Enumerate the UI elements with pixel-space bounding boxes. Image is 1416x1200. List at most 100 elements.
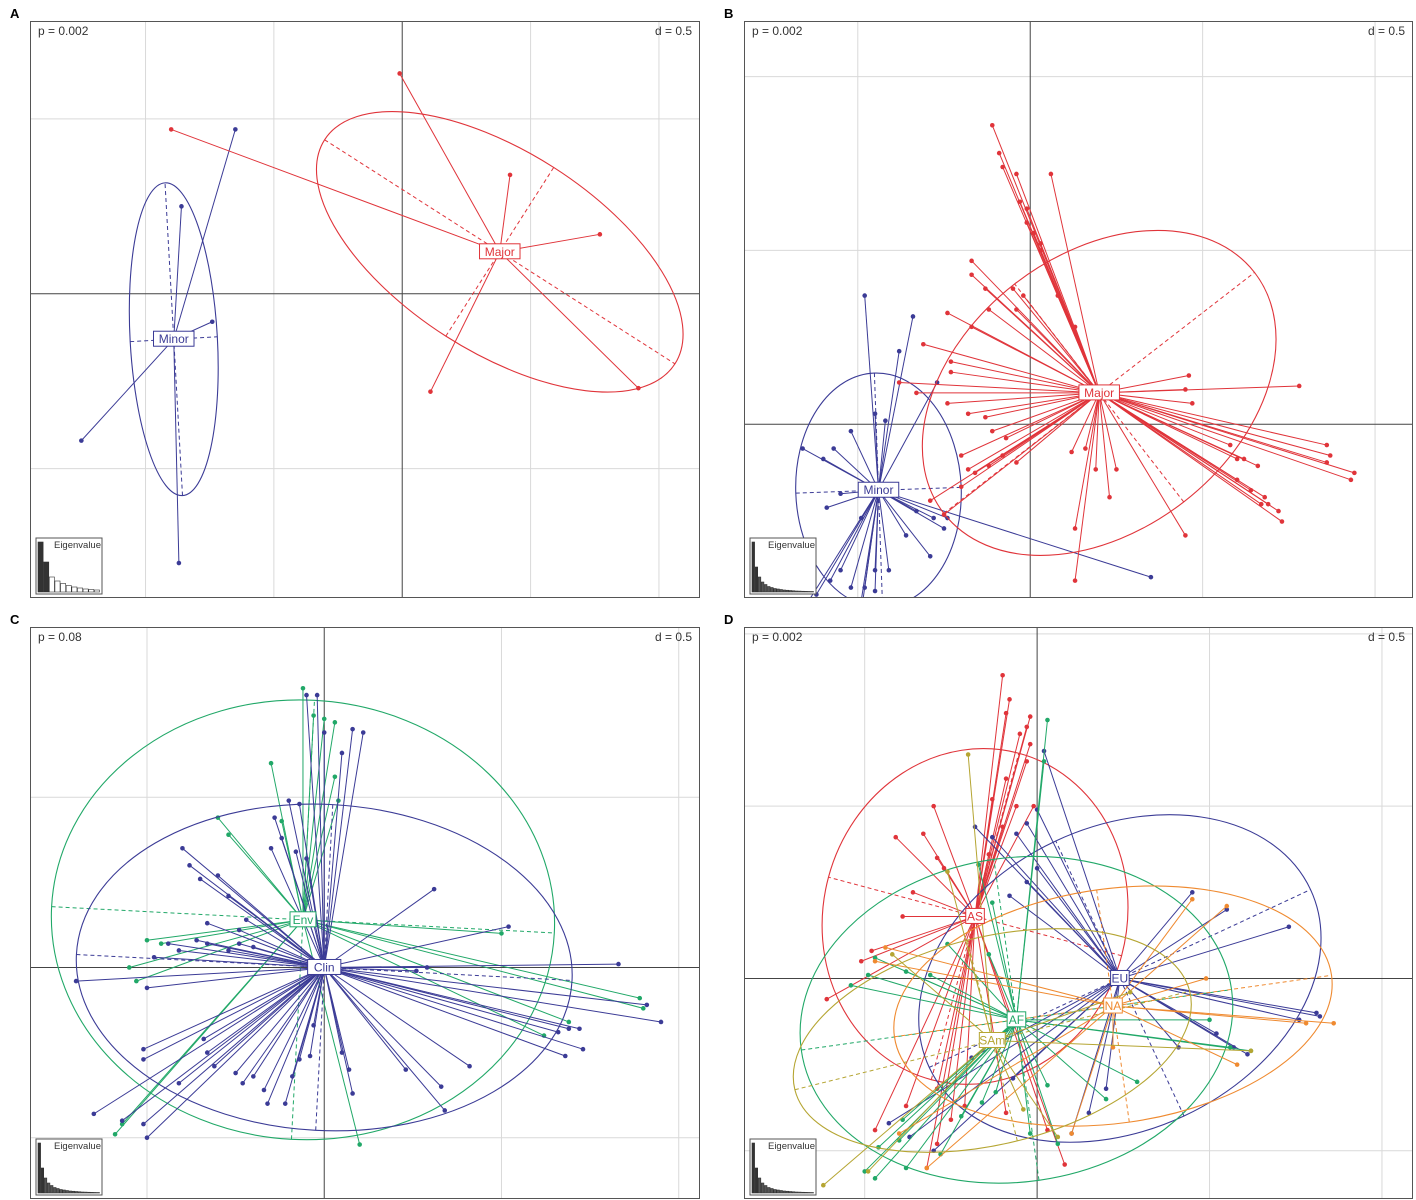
data-point [914,508,919,514]
data-point [126,965,132,970]
star-segment [281,837,325,968]
group-label-box [1006,1011,1027,1028]
data-point [424,965,430,970]
star-segment [1112,905,1228,1007]
group-label-box [479,243,521,260]
group-label-box [1103,997,1123,1014]
data-point [644,1002,650,1008]
group-label: Clin [314,960,335,974]
star-segment [961,392,1100,456]
eigenvalue-bar [77,1191,82,1194]
data-point [261,1087,267,1093]
star-segment [1119,978,1248,1055]
data-point [91,1111,97,1117]
star-segment [974,799,993,917]
group-major [896,122,1357,583]
plot-d: AS EU AF NA SAm p = 0.002 d = 0.5 Eigenvalue [744,627,1413,1199]
data-point [838,491,843,497]
data-point [983,414,988,420]
star-segment [878,489,931,557]
eigenvalue-bar [791,590,796,593]
star-segment [171,128,500,253]
star-segment [950,371,1100,394]
eigenvalue-bar [810,591,814,593]
data-point [158,941,164,946]
star-segment [874,957,1017,1021]
star-segment [324,966,662,1023]
star-segment [1036,809,1121,979]
data-point [236,941,242,946]
star-segment [1084,392,1100,449]
plot-frame [744,21,1413,598]
data-point [144,985,150,991]
gridlines [30,627,700,1199]
data-point [1207,1017,1212,1023]
star-segment [302,715,315,920]
data-point [1003,1110,1009,1116]
data-point [1024,879,1030,885]
star-segment [929,974,1017,1021]
star-segment [967,392,1100,470]
data-point [209,319,215,325]
data-point [1331,1020,1336,1026]
data-point [233,1070,238,1076]
star-segment [1071,392,1100,453]
star-segment [323,729,354,968]
data-point [438,1084,444,1089]
star-segment [302,722,336,920]
star-segment [1099,392,1355,474]
star-segment [324,966,584,1050]
data-point [1286,924,1292,930]
eigenvalue-bar [77,587,83,593]
star-segment [143,967,325,1050]
data-point [958,484,964,490]
data-point [119,1121,125,1127]
scale-d-label: d = 0.5 [1368,24,1405,38]
data-point [226,832,231,837]
data-point [236,927,242,933]
data-point [577,1026,582,1032]
eigenvalue-bar [96,1192,100,1194]
eigenvalue-bar [795,590,799,593]
star-segment [933,806,976,917]
data-point [1296,383,1302,389]
data-point [346,1067,352,1072]
data-point [332,774,338,780]
data-point [1000,164,1005,170]
star-segment [430,251,501,392]
data-point [1014,307,1019,312]
star-segment [936,916,976,1144]
eigenvalue-bar [807,1192,811,1194]
eigenvalue-bar [82,588,89,593]
star-segment [974,675,1004,917]
data-point [176,1080,182,1086]
data-point [910,890,916,895]
data-point [821,1182,826,1188]
scale-d-label: d = 0.5 [655,24,692,38]
data-point [112,1132,118,1137]
data-point [297,1057,302,1062]
star-segment [80,338,175,441]
group-label-box [965,907,985,924]
star-segment [840,490,879,571]
data-point [1024,821,1030,826]
eigenvalue-bar [59,1189,63,1194]
eigenvalue-bar [764,584,768,593]
data-point [1055,293,1061,298]
star-segment [1098,392,1279,512]
star-segment [242,967,325,1084]
star-segment [1112,1005,1334,1024]
data-point [1069,1131,1074,1136]
plot-frame [30,627,700,1199]
data-point [983,286,988,291]
star-segment [1095,392,1100,470]
star-segment [985,288,1100,394]
eigenvalue-bar [773,588,777,593]
data-point [226,893,231,899]
star-segment [323,732,364,968]
data-point [1024,206,1030,211]
data-point [948,1117,954,1123]
star-segment [878,489,907,536]
star-segment [324,966,647,1006]
data-point [1183,533,1188,538]
